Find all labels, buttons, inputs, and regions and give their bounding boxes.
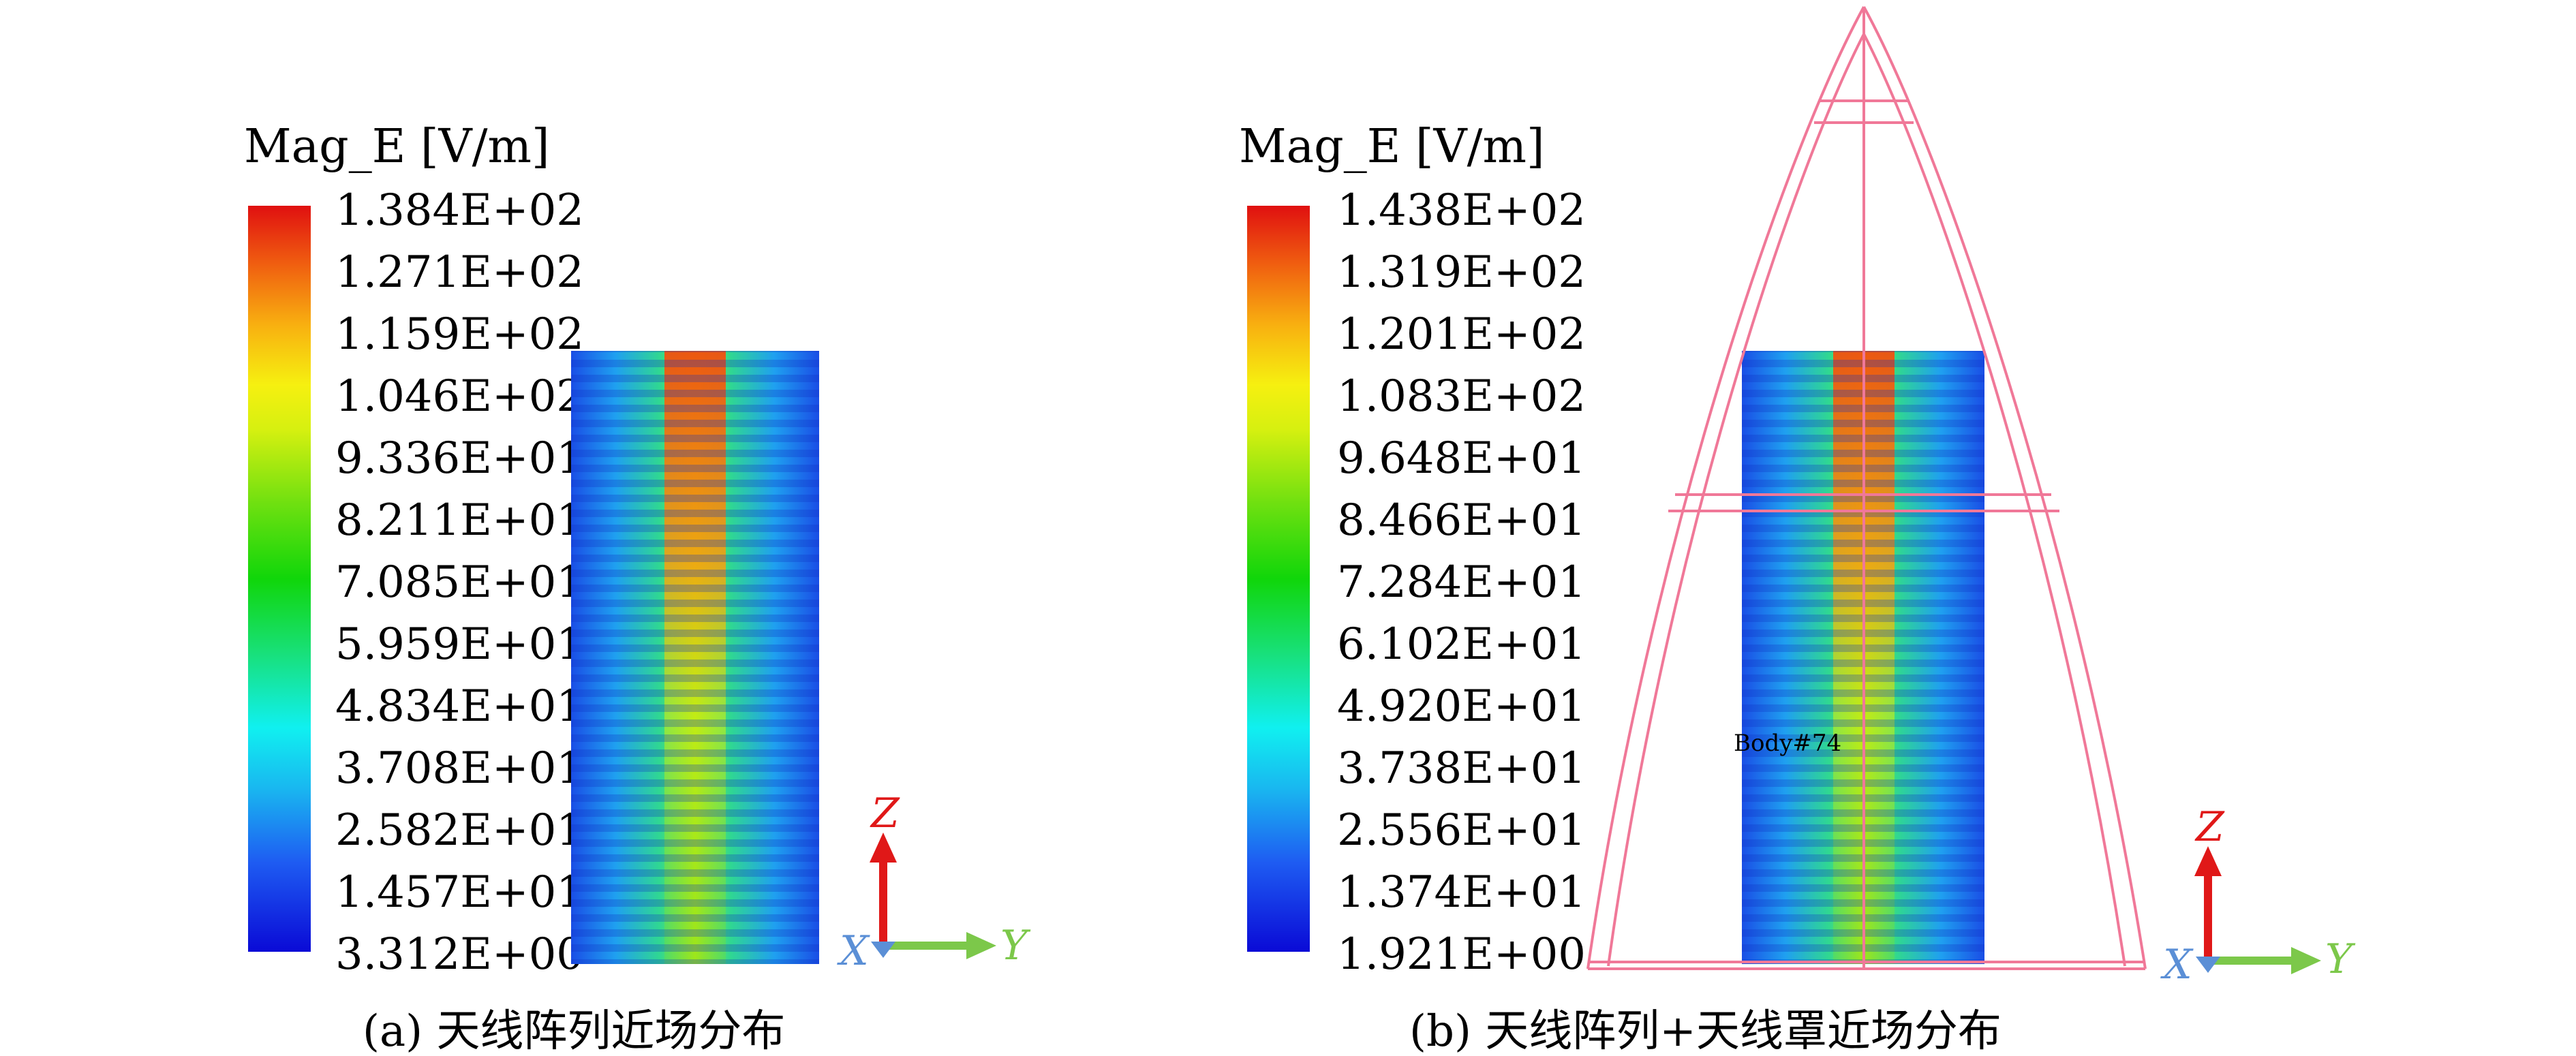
coordinate-axes: Z X Y	[837, 790, 1031, 975]
y-axis-label: Y	[2325, 935, 2356, 983]
tick-label: 4.834E+01	[335, 681, 584, 732]
tick-label: 7.284E+01	[1337, 557, 1586, 608]
tick-label: 8.211E+01	[335, 495, 584, 546]
tick-label: 3.708E+01	[335, 743, 584, 794]
radome-outer-left	[1586, 6, 1865, 969]
tick-label: 1.083E+02	[1337, 371, 1586, 422]
tick-label: 1.271E+02	[335, 247, 584, 298]
tick-label: 2.556E+01	[1337, 805, 1586, 856]
panel-b: Mag_E [V/m] 1.438E+02 1.319E+02 1.201E+0…	[1239, 6, 2356, 1056]
tick-label: 8.466E+01	[1337, 495, 1586, 546]
y-axis-arrowhead	[2291, 947, 2321, 974]
body-label: Body#74	[1734, 730, 1841, 757]
x-axis-marker	[871, 942, 895, 958]
tick-label: 3.738E+01	[1337, 743, 1586, 794]
legend-title: Mag_E [V/m]	[1239, 120, 1545, 174]
tick-label: 1.159E+02	[335, 309, 584, 360]
x-axis-marker	[2196, 957, 2220, 973]
legend-ticks: 1.438E+02 1.319E+02 1.201E+02 1.083E+02 …	[1337, 185, 1586, 980]
tick-label: 1.046E+02	[335, 371, 584, 422]
tick-label: 6.102E+01	[1337, 619, 1586, 670]
color-scale-bar	[1247, 206, 1310, 952]
caption-a: (a) 天线阵列近场分布	[363, 1006, 785, 1056]
radome-inner-right	[1862, 33, 2126, 967]
tick-label: 1.921E+00	[1337, 929, 1586, 980]
tick-label: 3.312E+00	[335, 929, 584, 980]
tick-label: 9.648E+01	[1337, 433, 1586, 484]
z-axis-arrowhead	[870, 833, 897, 863]
z-axis-label: Z	[870, 790, 900, 837]
z-axis-label: Z	[2194, 803, 2225, 851]
legend-title: Mag_E [V/m]	[244, 120, 550, 174]
tick-label: 1.438E+02	[1337, 185, 1586, 236]
x-axis-label: X	[837, 927, 870, 975]
y-axis-arrowhead	[966, 932, 996, 959]
caption-b: (b) 天线阵列+天线罩近场分布	[1409, 1006, 2002, 1056]
x-axis-label: X	[2160, 941, 2194, 989]
tick-label: 1.319E+02	[1337, 247, 1586, 298]
z-axis-arrowhead	[2194, 846, 2222, 876]
tick-label: 7.085E+01	[335, 557, 584, 608]
coordinate-axes: Z X Y	[2160, 803, 2356, 989]
tick-label: 1.201E+02	[1337, 309, 1586, 360]
tick-label: 4.920E+01	[1337, 681, 1586, 732]
legend-ticks: 1.384E+02 1.271E+02 1.159E+02 1.046E+02 …	[335, 185, 584, 980]
radome-outer-right	[1862, 6, 2147, 969]
field-map-array	[571, 351, 819, 964]
radome-inner-left	[1607, 33, 1865, 967]
radome-wireframe	[1586, 6, 2147, 970]
y-axis-label: Y	[1000, 922, 1031, 969]
tick-label: 9.336E+01	[335, 433, 584, 484]
panel-a: Mag_E [V/m] 1.384E+02 1.271E+02 1.159E+0…	[244, 120, 1031, 1056]
tick-label: 5.959E+01	[335, 619, 584, 670]
tick-label: 1.374E+01	[1337, 867, 1586, 918]
color-scale-bar	[248, 206, 311, 952]
tick-label: 2.582E+01	[335, 805, 584, 856]
tick-label: 1.384E+02	[335, 185, 584, 236]
tick-label: 1.457E+01	[335, 867, 584, 918]
